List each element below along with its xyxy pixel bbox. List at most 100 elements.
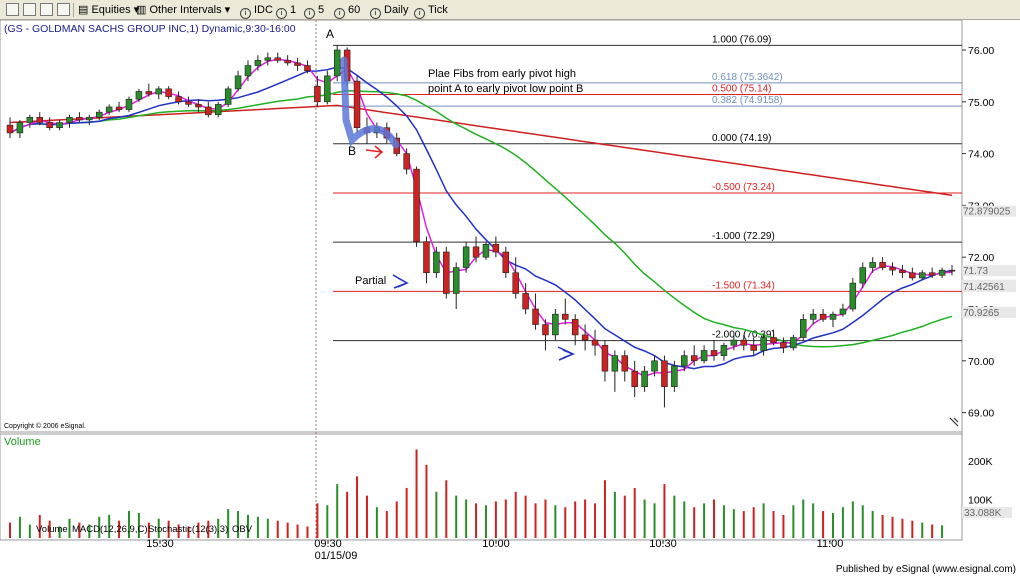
- price-chart[interactable]: 1.000 (76.09) 0.618 (75.3642)0.500 (75.14…: [0, 20, 1020, 577]
- footer-credit: Published by eSignal (www.esignal.com): [835, 564, 1016, 575]
- candle-body: [770, 337, 777, 343]
- fib-note-line1: Plae Fibs from early pivot high: [428, 68, 576, 80]
- point-a-label: A: [326, 27, 334, 41]
- volume-bar: [137, 512, 140, 538]
- candle-body: [601, 344, 609, 372]
- resize-icon[interactable]: [949, 417, 959, 427]
- volume-bar: [227, 509, 230, 538]
- candle-body: [244, 65, 252, 77]
- fib-label: 1.000 (76.09): [712, 34, 772, 45]
- chart-tab-stochastic[interactable]: Stochastic(12(3),3): [148, 524, 228, 535]
- volume-bar: [385, 511, 388, 538]
- volume-panel: [0, 433, 963, 541]
- candle-body: [86, 117, 93, 121]
- candle-body: [879, 262, 886, 268]
- volume-bar: [703, 503, 706, 538]
- volume-bar: [127, 511, 130, 538]
- candle-body: [819, 313, 827, 320]
- time-tick-label: 15:30: [146, 538, 174, 550]
- third-arrow-icon: [557, 346, 576, 361]
- candle-body: [591, 339, 599, 346]
- layout-icon[interactable]: [23, 3, 36, 16]
- volume-bar: [445, 480, 448, 538]
- candle-body: [433, 251, 440, 274]
- candle-body: [353, 80, 361, 128]
- candle-body: [928, 272, 936, 276]
- other-intervals-menu[interactable]: ▥ Other Intervals ▾: [136, 4, 231, 16]
- candle-body: [532, 308, 539, 325]
- chart-tab-macd[interactable]: MACD(12,26,9,C): [72, 524, 148, 535]
- volume-bar: [465, 499, 468, 538]
- volume-bar: [802, 499, 805, 538]
- candle-body: [155, 88, 162, 95]
- red-arrow-icon: [365, 145, 384, 159]
- volume-bar: [594, 503, 597, 538]
- volume-bar: [911, 520, 914, 538]
- volume-bar: [246, 514, 249, 538]
- interval-tick[interactable]: i Tick: [414, 2, 448, 19]
- checkbox-icon[interactable]: [40, 3, 53, 16]
- price-tick-label: 70.00: [968, 356, 994, 368]
- volume-bar: [286, 522, 289, 538]
- equities-menu[interactable]: ▤ Equities ▾: [78, 4, 140, 16]
- candle-body: [869, 262, 876, 268]
- candle-body: [284, 60, 291, 64]
- grid-icon[interactable]: [6, 3, 19, 16]
- volume-bar: [792, 505, 795, 538]
- lines-icon[interactable]: [57, 3, 70, 16]
- volume-bar: [425, 464, 428, 538]
- volume-bar: [316, 503, 319, 538]
- volume-bar: [584, 499, 587, 538]
- interval-daily[interactable]: i Daily: [370, 2, 408, 19]
- volume-bar: [643, 499, 646, 538]
- candle-body: [304, 65, 311, 72]
- volume-bar: [78, 522, 81, 538]
- candle-body: [571, 319, 579, 336]
- candle-body: [413, 168, 420, 242]
- candle-body: [76, 117, 83, 121]
- candle-body: [95, 111, 103, 118]
- candle-body: [512, 272, 519, 294]
- price-axis: 76.0075.0074.0073.0072.0071.0070.0069.00…: [962, 45, 1016, 519]
- interval-60[interactable]: i 60: [334, 2, 360, 19]
- volume-bar: [88, 524, 91, 538]
- fib-label: 0.000 (74.19): [712, 133, 772, 144]
- price-tick-label: 74.00: [968, 149, 994, 161]
- price-tick-label: 69.00: [968, 408, 994, 420]
- volume-bar: [484, 505, 487, 538]
- candle-body: [710, 350, 718, 356]
- candle-body: [849, 282, 857, 310]
- volume-bar: [455, 495, 458, 538]
- volume-last-box: [962, 507, 1012, 518]
- candle-body: [254, 60, 262, 66]
- price-label-box: [962, 280, 1016, 292]
- candle-body: [324, 75, 331, 103]
- candle-body: [66, 117, 73, 123]
- candle-body: [274, 57, 281, 61]
- volume-bar: [861, 505, 864, 538]
- candle-body: [681, 355, 688, 367]
- volume-bar: [28, 524, 31, 538]
- drawn-arrow-path: [340, 56, 400, 149]
- volume-bar: [504, 499, 507, 538]
- candle-body: [224, 88, 232, 105]
- candle-body: [105, 106, 113, 113]
- interval-idc[interactable]: i IDC: [240, 2, 273, 19]
- volume-bar: [722, 505, 725, 538]
- volume-bar: [941, 525, 944, 538]
- chart-tab-obv[interactable]: OBV: [232, 524, 253, 535]
- candle-body: [790, 337, 797, 349]
- fib-label: 0.500 (75.14): [712, 84, 772, 95]
- chart-tab-volume[interactable]: Volume: [36, 524, 68, 535]
- volume-bar: [613, 491, 616, 538]
- volume-bar: [841, 507, 844, 538]
- volume-bar: [534, 503, 537, 538]
- price-label: 71.73: [963, 266, 988, 277]
- fib-label: -1.000 (72.29): [712, 231, 775, 242]
- volume-bar: [732, 509, 735, 538]
- candle-body: [690, 355, 698, 362]
- candle-body: [859, 267, 867, 284]
- volume-bar: [157, 518, 160, 538]
